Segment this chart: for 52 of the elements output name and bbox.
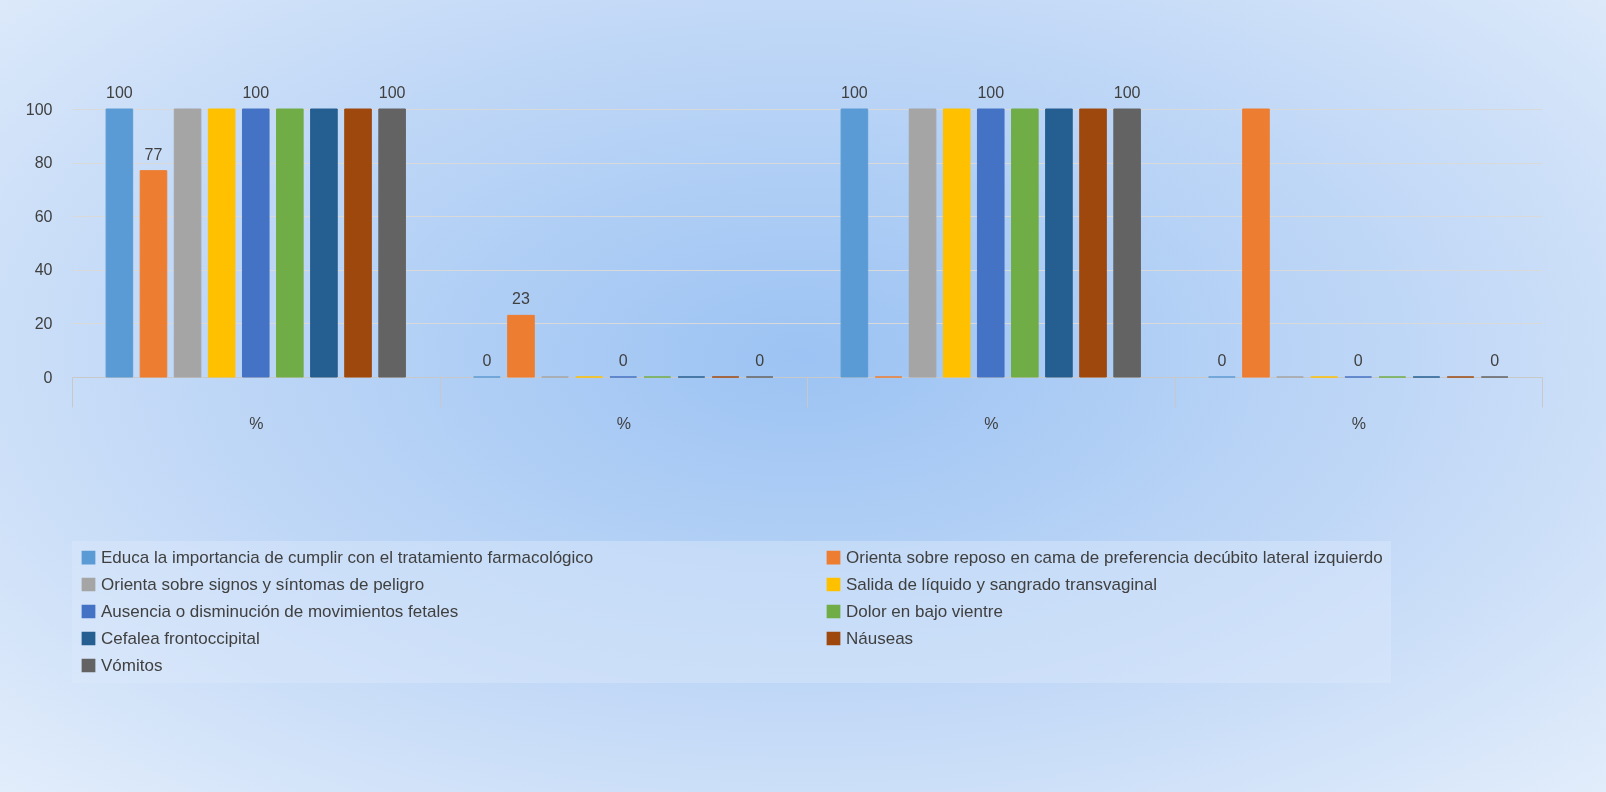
legend-label: Educa la importancia de cumplir con el tratamiento farmacológico: [101, 547, 594, 567]
bar: [378, 108, 406, 378]
legend-label: Orienta sobre signos y síntomas de peligro: [101, 574, 425, 594]
data-label: 100: [378, 84, 406, 101]
bar: [840, 108, 869, 378]
bar: [908, 108, 937, 378]
legend-label: Dolor en bajo vientre: [846, 601, 1003, 621]
x-tick-label: %: [249, 414, 264, 432]
y-tick-label: 100: [25, 100, 53, 118]
legend-label: Orienta sobre reposo en cama de preferencia decúbito lateral izquierdo: [846, 547, 1383, 567]
data-label: 23: [512, 290, 530, 308]
bar: [942, 108, 971, 378]
data-label: 0: [618, 352, 628, 369]
bar: [207, 108, 236, 378]
data-label: 77: [144, 145, 163, 163]
bar: [105, 108, 134, 378]
bar: [976, 108, 1005, 378]
data-label: 0: [482, 352, 492, 369]
bar: [1079, 108, 1107, 378]
data-label: 100: [106, 84, 133, 101]
bar: [1045, 108, 1073, 378]
legend-label: Ausencia o disminución de movimientos fetales: [101, 601, 459, 621]
y-tick-label: 40: [34, 261, 53, 279]
data-label: 0: [1217, 352, 1227, 369]
bar: [241, 108, 270, 378]
data-label: 100: [977, 84, 1005, 101]
legend-label: Cefalea frontoccipital: [101, 628, 260, 648]
bar: [344, 108, 372, 378]
y-tick-label: 20: [34, 314, 53, 332]
x-tick-label: %: [616, 414, 631, 432]
data-label: 100: [841, 84, 868, 101]
data-label: 0: [1490, 352, 1500, 369]
bar: [276, 108, 304, 378]
data-label: 100: [1113, 84, 1141, 101]
legend-label: Náuseas: [846, 628, 914, 648]
bar: [1242, 108, 1270, 378]
bar: [173, 108, 202, 378]
data-label: 0: [755, 352, 765, 369]
data-label: 0: [1353, 352, 1363, 369]
legend-label: Salida de líquido y sangrado transvaginal: [846, 574, 1157, 594]
bar: [310, 108, 338, 378]
y-tick-label: 0: [43, 368, 53, 386]
legend-label: Vómitos: [101, 655, 163, 675]
y-tick-label: 60: [34, 207, 53, 225]
x-tick-label: %: [984, 414, 999, 432]
y-tick-label: 80: [34, 154, 53, 172]
bar: [139, 170, 168, 378]
bar: [507, 314, 535, 378]
data-label: 100: [242, 84, 270, 101]
bar: [1113, 108, 1141, 378]
x-tick-label: %: [1351, 414, 1366, 432]
bar: [1011, 108, 1039, 378]
